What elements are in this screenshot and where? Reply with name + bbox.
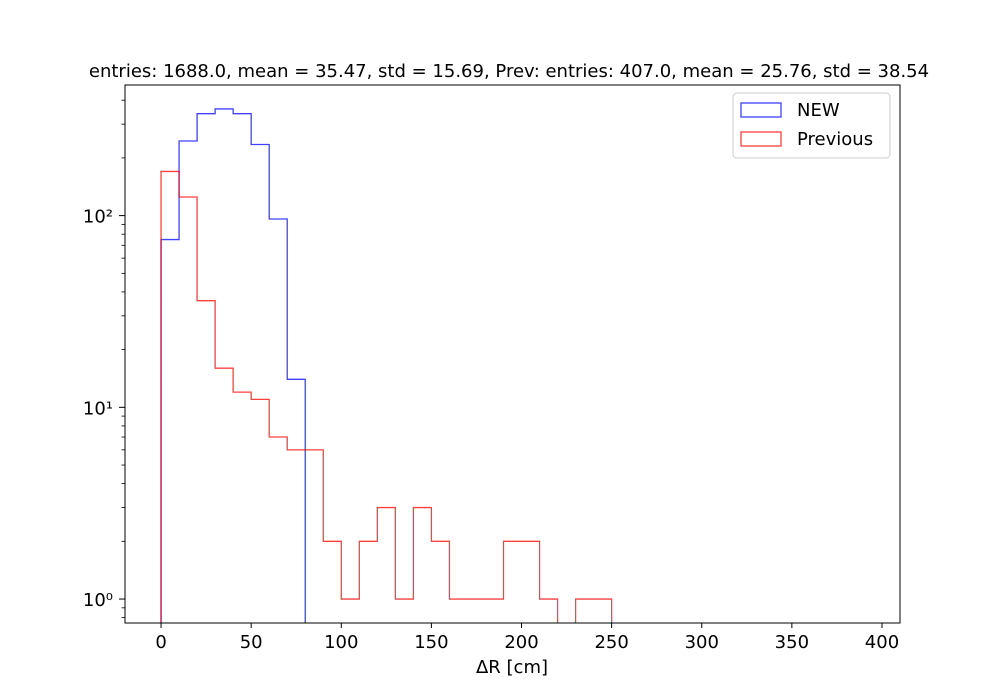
x-tick-label: 250 [594,632,628,653]
chart-title: entries: 1688.0, mean = 35.47, std = 15.… [89,61,929,82]
x-tick-label: 50 [240,632,263,653]
y-tick-label: 10¹ [83,398,113,419]
x-tick-label: 200 [504,632,538,653]
legend: NEW Previous [732,92,891,159]
legend-swatch-previous [740,131,782,147]
x-tick-label: 350 [775,632,809,653]
y-tick-label: 10⁰ [83,590,113,611]
x-tick-label: 100 [324,632,358,653]
x-tick-label: 150 [414,632,448,653]
legend-label-previous: Previous [797,129,873,150]
y-tick-label: 10² [83,207,113,228]
histogram-series-previous [160,170,613,623]
legend-swatch-new [740,102,782,118]
legend-box [732,92,891,159]
y-axis: 10⁰ 10¹ 10² [83,99,125,619]
x-axis: 0 50 100 150 200 250 300 350 400 [155,623,899,653]
histogram-series-new [160,108,613,623]
legend-label-new: NEW [797,100,840,121]
x-tick-label: 300 [685,632,719,653]
x-axis-label: ΔR [cm] [476,657,548,678]
x-tick-label: 400 [865,632,899,653]
x-tick-label: 0 [155,632,166,653]
plot-frame [124,84,901,624]
